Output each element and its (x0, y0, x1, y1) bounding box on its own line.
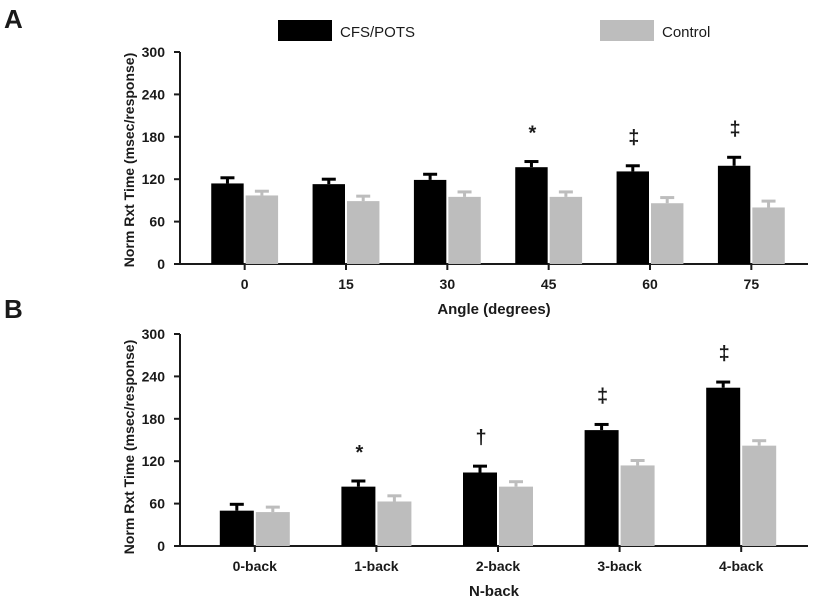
bar-cfs-pots (413, 179, 447, 264)
significance-marker: ‡ (597, 385, 608, 407)
y-tick-label: 180 (142, 411, 166, 427)
y-tick-label: 120 (142, 453, 166, 469)
bar-control (347, 201, 380, 264)
bar-control (245, 195, 279, 264)
bar-cfs-pots (219, 510, 254, 546)
y-tick-label: 120 (142, 171, 166, 187)
y-tick-label: 60 (149, 496, 165, 512)
y-tick-label: 0 (157, 538, 165, 554)
y-tick-label: 240 (142, 86, 166, 102)
bar-cfs-pots (515, 167, 548, 264)
bar-control (549, 196, 583, 264)
bar-cfs-pots (717, 165, 751, 264)
x-tick-label: 0 (241, 276, 249, 292)
x-tick-label: 4-back (719, 558, 764, 574)
significance-marker: † (475, 427, 486, 449)
significance-marker: ‡ (628, 127, 639, 149)
y-tick-label: 180 (142, 129, 166, 145)
chart-panel-b: B Norm Rxt Time (msec/response) N-back 0… (4, 294, 808, 600)
x-tick-label: 3-back (597, 558, 642, 574)
bar-cfs-pots (312, 184, 345, 264)
x-tick-label: 0-back (233, 558, 278, 574)
significance-marker: ‡ (730, 118, 741, 140)
y-axis-title-b: Norm Rxt Time (msec/response) (121, 340, 137, 554)
bar-cfs-pots (616, 171, 649, 264)
bar-cfs-pots (706, 387, 741, 546)
legend-label-cfs-pots: CFS/POTS (340, 24, 415, 41)
bar-control (377, 501, 412, 546)
bar-control (742, 445, 777, 546)
significance-marker: ‡ (719, 343, 730, 365)
x-tick-label: 60 (642, 276, 658, 292)
x-axis-title-b: N-back (469, 583, 520, 600)
bar-control (752, 207, 785, 264)
x-tick-label: 15 (338, 276, 354, 292)
panel-letter-a: A (4, 4, 23, 34)
legend-swatch-control (600, 20, 654, 41)
bar-control (255, 512, 290, 546)
bar-cfs-pots (211, 183, 244, 264)
y-tick-label: 300 (142, 44, 166, 60)
significance-marker: * (529, 123, 537, 145)
panel-letter-b: B (4, 294, 23, 324)
legend: CFS/POTS Control (278, 20, 710, 41)
x-tick-label: 45 (541, 276, 557, 292)
bar-control (651, 203, 684, 264)
y-axis-title-a: Norm Rxt Time (msec/response) (121, 53, 137, 267)
x-tick-label: 2-back (476, 558, 521, 574)
y-tick-label: 240 (142, 368, 166, 384)
chart-panel-a: A Norm Rxt Time (msec/response) Angle (d… (4, 4, 808, 318)
bar-control (620, 465, 655, 546)
y-tick-label: 60 (149, 214, 165, 230)
bar-cfs-pots (584, 430, 619, 546)
y-tick-label: 0 (157, 256, 165, 272)
x-tick-label: 75 (744, 276, 760, 292)
x-tick-label: 1-back (354, 558, 399, 574)
bar-cfs-pots (341, 486, 376, 546)
y-tick-label: 300 (142, 326, 166, 342)
legend-swatch-cfs-pots (278, 20, 332, 41)
significance-marker: * (356, 442, 364, 464)
x-axis-title-a: Angle (degrees) (437, 301, 550, 318)
legend-label-control: Control (662, 24, 710, 41)
bar-control (448, 196, 481, 264)
bar-cfs-pots (463, 472, 497, 546)
x-tick-label: 30 (440, 276, 456, 292)
bar-control (499, 486, 533, 546)
